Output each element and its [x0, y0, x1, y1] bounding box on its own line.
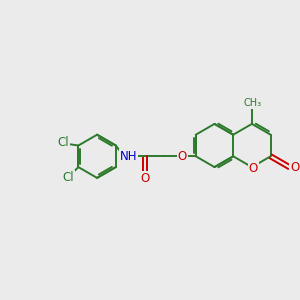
- Text: O: O: [140, 172, 150, 185]
- Text: NH: NH: [120, 150, 137, 163]
- Text: O: O: [178, 150, 187, 163]
- Text: Cl: Cl: [58, 136, 69, 149]
- Text: O: O: [249, 162, 258, 175]
- Text: O: O: [290, 160, 299, 174]
- Text: CH₃: CH₃: [243, 98, 262, 109]
- Text: Cl: Cl: [62, 171, 74, 184]
